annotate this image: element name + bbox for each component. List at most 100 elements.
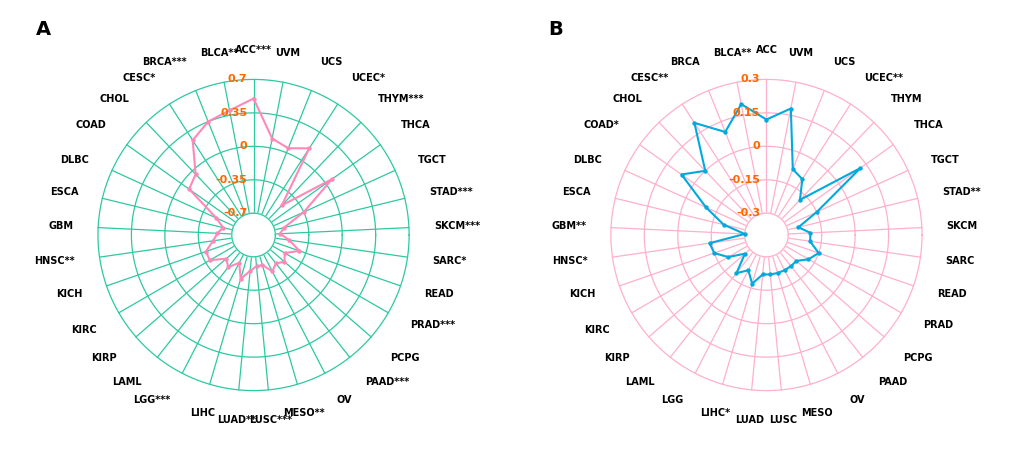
- Text: 0.15: 0.15: [733, 108, 759, 118]
- Text: LIHC: LIHC: [190, 408, 215, 418]
- Point: [733, 101, 749, 108]
- Text: KIRP: KIRP: [604, 353, 630, 363]
- Text: LUAD: LUAD: [734, 415, 763, 425]
- Text: KIRC: KIRC: [584, 325, 609, 335]
- Point: [768, 269, 785, 277]
- Point: [782, 105, 798, 112]
- Text: STAD**: STAD**: [941, 188, 979, 197]
- Point: [248, 262, 264, 270]
- Text: 0: 0: [239, 141, 247, 151]
- Point: [761, 271, 777, 278]
- Text: CHOL: CHOL: [611, 94, 641, 104]
- Text: UCS: UCS: [833, 57, 855, 68]
- Point: [697, 204, 713, 211]
- Point: [180, 185, 197, 193]
- Text: KIRP: KIRP: [92, 353, 117, 363]
- Text: -0.35: -0.35: [215, 175, 247, 185]
- Point: [852, 164, 868, 172]
- Text: UCEC**: UCEC**: [863, 73, 902, 83]
- Polygon shape: [231, 213, 275, 257]
- Text: -0.15: -0.15: [728, 175, 759, 185]
- Text: GBM**: GBM**: [550, 221, 586, 231]
- Text: PCPG: PCPG: [389, 353, 419, 363]
- Point: [754, 271, 770, 278]
- Point: [280, 144, 297, 152]
- Point: [281, 236, 298, 244]
- Point: [208, 214, 224, 222]
- Text: GBM: GBM: [48, 221, 73, 231]
- Text: LUSC***: LUSC***: [249, 415, 292, 425]
- Text: HNSC*: HNSC*: [551, 256, 587, 266]
- Point: [187, 171, 204, 178]
- Point: [757, 116, 773, 123]
- Text: COAD: COAD: [75, 120, 106, 130]
- Text: STAD***: STAD***: [429, 188, 472, 197]
- Point: [808, 208, 824, 216]
- Text: LGG: LGG: [661, 395, 683, 406]
- Point: [301, 145, 317, 152]
- Text: DLBC: DLBC: [573, 155, 601, 165]
- Text: OV: OV: [336, 395, 352, 406]
- Point: [202, 257, 218, 264]
- Text: READ: READ: [424, 289, 453, 299]
- Point: [215, 224, 231, 231]
- Point: [705, 249, 721, 257]
- Text: MESO: MESO: [801, 408, 833, 418]
- Text: PCPG: PCPG: [902, 353, 931, 363]
- Text: SKCM: SKCM: [946, 221, 977, 231]
- Text: 0.35: 0.35: [220, 108, 247, 118]
- Point: [791, 196, 807, 204]
- Text: -0.7: -0.7: [223, 208, 247, 218]
- Text: UVM: UVM: [275, 48, 300, 58]
- Text: 0.3: 0.3: [740, 74, 759, 85]
- Text: PRAD: PRAD: [922, 320, 952, 330]
- Text: TGCT: TGCT: [418, 155, 446, 165]
- Point: [200, 118, 216, 125]
- Point: [246, 95, 262, 102]
- Point: [728, 269, 744, 277]
- Point: [184, 136, 201, 144]
- Point: [198, 248, 214, 255]
- Text: THCA: THCA: [400, 120, 430, 130]
- Text: A: A: [36, 20, 51, 39]
- Point: [801, 237, 817, 245]
- Point: [232, 275, 249, 282]
- Text: UCEC*: UCEC*: [351, 73, 385, 83]
- Point: [220, 263, 236, 271]
- Point: [673, 171, 689, 178]
- Point: [788, 257, 804, 265]
- Text: THCA: THCA: [913, 120, 943, 130]
- Point: [740, 266, 756, 274]
- Text: CESC**: CESC**: [630, 73, 668, 83]
- Text: PAAD***: PAAD***: [365, 377, 409, 387]
- Text: B: B: [548, 20, 562, 39]
- Point: [254, 261, 270, 269]
- Text: UCS: UCS: [320, 57, 342, 68]
- Point: [296, 208, 312, 216]
- Point: [794, 175, 810, 183]
- Point: [291, 247, 308, 255]
- Point: [276, 249, 292, 257]
- Text: COAD*: COAD*: [583, 120, 619, 130]
- Text: LAML: LAML: [112, 377, 142, 387]
- Text: PAAD: PAAD: [877, 377, 906, 387]
- Text: BRCA***: BRCA***: [142, 57, 186, 68]
- Point: [242, 267, 258, 274]
- Text: 0: 0: [752, 141, 759, 151]
- Text: PRAD***: PRAD***: [410, 320, 454, 330]
- Text: ESCA: ESCA: [50, 188, 78, 197]
- Text: SARC*: SARC*: [432, 256, 466, 266]
- Polygon shape: [744, 213, 788, 257]
- Text: THYM: THYM: [891, 94, 921, 104]
- Text: ACC***: ACC***: [234, 45, 272, 55]
- Point: [230, 259, 247, 266]
- Point: [810, 249, 826, 257]
- Text: DLBC: DLBC: [60, 155, 90, 165]
- Text: ACC: ACC: [755, 45, 776, 55]
- Point: [782, 262, 798, 270]
- Text: THYM***: THYM***: [378, 94, 424, 104]
- Text: KIRC: KIRC: [71, 325, 97, 335]
- Point: [275, 224, 291, 231]
- Text: BRCA: BRCA: [669, 57, 699, 68]
- Point: [719, 253, 736, 261]
